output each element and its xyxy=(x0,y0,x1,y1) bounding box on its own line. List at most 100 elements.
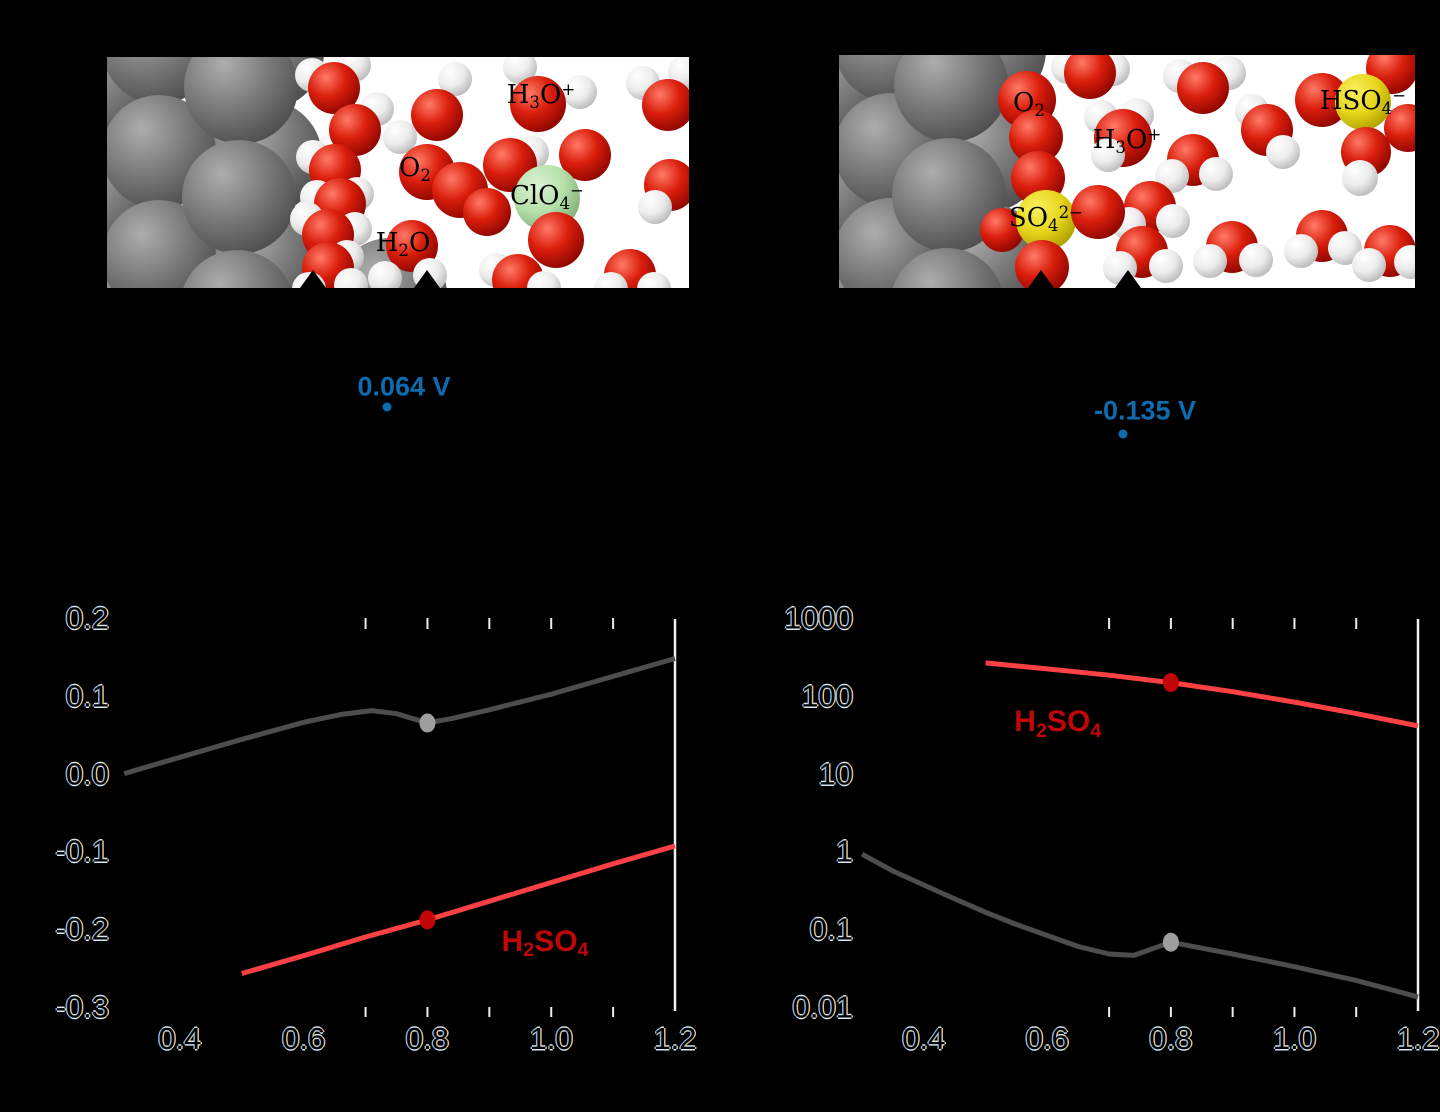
oxygen-atom xyxy=(1009,110,1063,164)
potential-annotation-left: 0.064 V xyxy=(357,371,451,402)
oxygen-atom xyxy=(1177,62,1229,114)
oxygen-atom xyxy=(528,212,584,268)
x-tick-label: 0.4 xyxy=(902,1021,946,1056)
hydrogen-atom xyxy=(563,75,597,109)
x-tick-label: 0.8 xyxy=(1149,1021,1193,1056)
oxygen-atom xyxy=(642,79,689,131)
oxygen-atom xyxy=(1071,185,1125,239)
sulfur-atom xyxy=(1335,74,1391,130)
potential-annotation-right: -0.135 V xyxy=(1093,395,1197,426)
hydrogen-atom xyxy=(334,268,368,288)
interface-marker-triangle-icon xyxy=(1115,270,1141,288)
x-tick-label: 0.6 xyxy=(282,1021,326,1056)
hydrogen-atom xyxy=(1149,249,1183,283)
hydrogen-atom xyxy=(637,272,671,288)
hydrogen-atom xyxy=(1284,234,1318,268)
h2so4-series-marker xyxy=(419,910,436,930)
so4-2minus-label: SO42− xyxy=(1008,202,1084,235)
oxygen-atom xyxy=(463,188,511,236)
oxygen-atom xyxy=(329,104,381,156)
hydrogen-atom xyxy=(1239,243,1273,277)
platinum-atom xyxy=(894,55,1008,142)
molecular-structure-svg xyxy=(107,57,689,288)
y-tick-label: 0.01 xyxy=(792,989,853,1025)
h2so4-series-line xyxy=(985,660,1419,729)
interface-marker-triangle-icon xyxy=(414,270,440,288)
h3o-plus-label: H3O+ xyxy=(506,79,576,112)
interface-marker-triangle-icon xyxy=(1028,270,1054,288)
platinum-atom xyxy=(892,138,1006,252)
gray-series-line xyxy=(123,656,676,776)
hydrogen-atom xyxy=(527,271,561,288)
y-tick-label: 0.2 xyxy=(65,600,109,636)
chart-right xyxy=(860,618,1420,1017)
hydrogen-atom xyxy=(383,120,417,154)
platinum-atom xyxy=(892,248,1002,288)
h2so4-series-label: H2SO4 xyxy=(501,924,589,962)
x-tick-label: 1.0 xyxy=(529,1021,573,1056)
hydrogen-atom xyxy=(1342,160,1378,196)
gray-series-marker xyxy=(419,713,436,733)
oxygen-atom xyxy=(1015,240,1069,288)
hydrogen-atom xyxy=(1091,138,1125,172)
x-tick-label: 0.8 xyxy=(405,1021,449,1056)
hydrogen-atom xyxy=(1394,245,1415,279)
hydrogen-atom xyxy=(368,261,402,288)
o2-label: O2 xyxy=(399,153,431,185)
hydrogen-atom xyxy=(1155,159,1189,193)
gray-series-line xyxy=(860,852,1419,1000)
hydrogen-atom xyxy=(1352,248,1386,282)
interface-marker-triangle-icon xyxy=(300,270,326,288)
h2so4-series-label: H2SO4 xyxy=(1014,705,1102,742)
hydrogen-atom xyxy=(1266,135,1300,169)
x-tick-label: 0.6 xyxy=(1025,1021,1069,1056)
y-tick-label: -0.2 xyxy=(55,911,109,947)
y-tick-label: 1000 xyxy=(784,600,853,636)
y-tick-label: 100 xyxy=(801,678,853,714)
oxygen-atom xyxy=(1064,55,1116,99)
potential-dot-left xyxy=(382,402,392,412)
y-tick-label: -0.3 xyxy=(55,989,109,1025)
hydrogen-atom xyxy=(438,62,472,96)
hydrogen-atom xyxy=(1199,157,1233,191)
platinum-atom xyxy=(184,57,298,144)
snapshot-panel-sulfuric: O2 H3O+ SO42− HSO4− xyxy=(839,55,1415,288)
molecular-structure-svg xyxy=(839,55,1415,288)
oxygen-atom xyxy=(1295,73,1349,127)
sulfur-atom xyxy=(1016,190,1076,250)
x-tick-label: 0.4 xyxy=(158,1021,202,1056)
h2so4-series-marker xyxy=(1162,673,1179,693)
hydrogen-atom xyxy=(1193,244,1227,278)
x-tick-label: 1.0 xyxy=(1272,1021,1316,1056)
clo4-minus-label: ClO4− xyxy=(509,180,585,213)
gray-series-marker xyxy=(1162,932,1179,952)
oxygen-atom xyxy=(411,89,463,141)
y-tick-label: 1 xyxy=(835,833,853,869)
y-tick-label: 0.0 xyxy=(65,756,109,792)
oxygen-atom xyxy=(559,129,611,181)
x-tick-label: 1.2 xyxy=(653,1021,697,1056)
hydrogen-atom xyxy=(594,272,628,288)
oxygen-atom xyxy=(510,76,566,132)
chart-left xyxy=(123,618,677,1017)
h3o-plus-label: H3O+ xyxy=(1092,124,1162,157)
hydrogen-atom xyxy=(1156,204,1190,238)
y-tick-label: 10 xyxy=(818,756,853,792)
y-tick-label: 0.1 xyxy=(809,911,853,947)
y-tick-label: 0.1 xyxy=(65,678,109,714)
potential-dot-right xyxy=(1118,429,1128,439)
oxygen-atom xyxy=(1384,104,1415,152)
h2so4-series-line xyxy=(241,843,676,976)
x-tick-label: 1.2 xyxy=(1396,1021,1440,1056)
snapshot-panel-perchloric: H3O+ O2 ClO4− H2O xyxy=(107,57,689,288)
platinum-atom xyxy=(182,140,296,254)
hydrogen-atom xyxy=(1328,231,1362,265)
hydrogen-atom xyxy=(503,57,537,84)
platinum-atom xyxy=(183,250,291,288)
h2o-label: H2O xyxy=(375,228,431,260)
oxygen-atom xyxy=(980,208,1024,252)
hso4-minus-label: HSO4− xyxy=(1319,85,1407,118)
o2-label: O2 xyxy=(1013,88,1045,120)
